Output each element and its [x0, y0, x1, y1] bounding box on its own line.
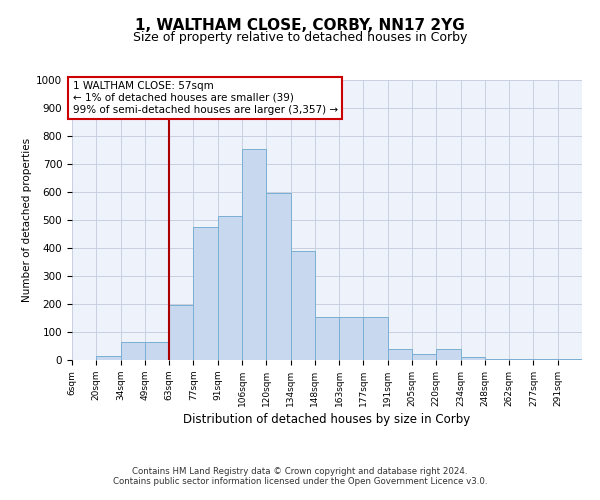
Bar [315, 316, 339, 360]
Bar [290, 251, 315, 360]
Bar [145, 342, 169, 360]
Y-axis label: Number of detached properties: Number of detached properties [22, 138, 32, 302]
Text: Contains HM Land Registry data © Crown copyright and database right 2024.: Contains HM Land Registry data © Crown c… [132, 467, 468, 476]
Bar [242, 148, 266, 360]
Text: 1, WALTHAM CLOSE, CORBY, NN17 2YG: 1, WALTHAM CLOSE, CORBY, NN17 2YG [135, 18, 465, 32]
Text: Size of property relative to detached houses in Corby: Size of property relative to detached ho… [133, 31, 467, 44]
Bar [266, 194, 290, 360]
Bar [388, 349, 412, 360]
Bar [485, 359, 509, 360]
X-axis label: Distribution of detached houses by size in Corby: Distribution of detached houses by size … [184, 413, 470, 426]
Bar [412, 354, 436, 360]
Text: Contains public sector information licensed under the Open Government Licence v3: Contains public sector information licen… [113, 477, 487, 486]
Bar [96, 356, 121, 360]
Bar [436, 349, 461, 360]
Bar [461, 356, 485, 360]
Text: 1 WALTHAM CLOSE: 57sqm
← 1% of detached houses are smaller (39)
99% of semi-deta: 1 WALTHAM CLOSE: 57sqm ← 1% of detached … [73, 82, 338, 114]
Bar [121, 342, 145, 360]
Bar [364, 316, 388, 360]
Bar [339, 316, 364, 360]
Bar [193, 227, 218, 360]
Bar [218, 216, 242, 360]
Bar [169, 306, 193, 360]
